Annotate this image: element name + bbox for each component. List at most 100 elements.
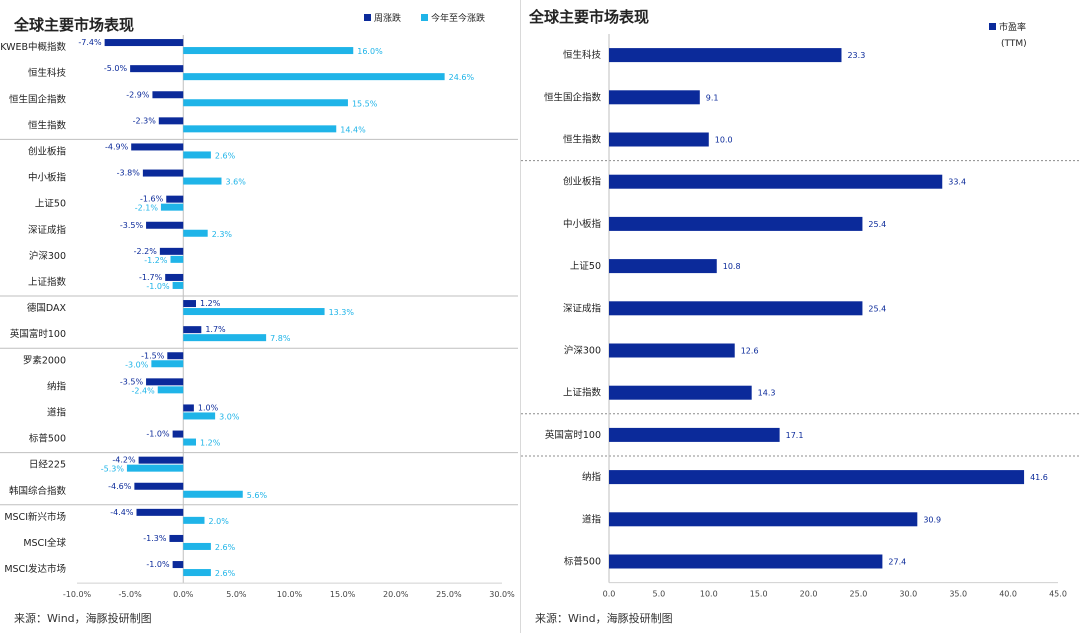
data-label-weekly: -3.5% [120, 221, 144, 230]
bar-weekly [146, 221, 184, 229]
bar-ytd [157, 386, 184, 394]
bar-weekly [167, 352, 184, 360]
bar-ytd [183, 308, 325, 316]
x-tick-label: 0.0% [173, 590, 194, 599]
data-label-ytd: -1.2% [144, 256, 168, 265]
source-note: 来源：Wind，海豚投研制图 [14, 611, 152, 625]
data-label-pe: 30.9 [923, 515, 941, 524]
legend-swatch-pe [989, 23, 996, 30]
bar-weekly [183, 326, 202, 334]
data-label-ytd: 24.6% [449, 73, 475, 82]
bar-ytd [160, 203, 184, 211]
x-tick-label: 15.0% [330, 590, 356, 599]
data-label-ytd: -5.3% [101, 465, 125, 474]
data-label-ytd: 7.8% [270, 334, 291, 343]
bar-weekly [165, 273, 184, 281]
data-label-weekly: -2.2% [134, 247, 158, 256]
bar-pe [609, 343, 735, 358]
bar-pe [609, 259, 717, 274]
category-label: MSCI新兴市场 [4, 511, 66, 523]
data-label-ytd: -2.4% [132, 386, 156, 395]
bar-weekly [136, 508, 184, 516]
chart-title: 全球主要市场表现 [528, 8, 649, 26]
x-tick-label: 25.0 [850, 590, 868, 599]
category-label: 恒生科技 [563, 49, 602, 61]
category-label: 创业板指 [563, 176, 602, 188]
x-tick-label: 35.0 [949, 590, 967, 599]
data-label-ytd: 3.6% [226, 178, 247, 187]
category-label: 上证50 [570, 261, 601, 272]
category-label: KWEB中概指数 [0, 41, 66, 53]
data-label-ytd: -3.0% [125, 360, 149, 369]
data-label-pe: 10.0 [715, 136, 733, 145]
category-label: 日经225 [29, 459, 66, 471]
bar-pe [609, 90, 700, 105]
category-label: 韩国综合指数 [9, 485, 67, 497]
legend-label-pe: 市盈率 [999, 21, 1026, 33]
category-label: 恒生科技 [28, 67, 67, 79]
bar-weekly [166, 195, 184, 203]
bar-ytd [183, 47, 354, 55]
data-label-weekly: 1.2% [200, 299, 221, 308]
pe-ratio-panel: 全球主要市场表现 市盈率 (TTM) 恒生科技 23.3 恒生国企指数 9.1 恒生指数 10.… [520, 0, 1080, 633]
bar-weekly [104, 39, 184, 47]
x-tick-label: 10.0 [700, 590, 718, 599]
data-label-ytd: 2.6% [215, 151, 236, 160]
bar-weekly [169, 534, 184, 542]
data-label-weekly: -1.3% [143, 534, 167, 543]
bar-pe [609, 301, 863, 316]
data-label-weekly: -1.5% [141, 351, 165, 360]
x-tick-label: 15.0 [750, 590, 768, 599]
bar-weekly [183, 300, 196, 308]
data-label-weekly: -4.9% [105, 142, 129, 151]
bar-pe [609, 554, 883, 569]
data-label-pe: 25.4 [868, 220, 886, 229]
bar-weekly [172, 430, 184, 438]
bar-ytd [183, 438, 196, 446]
data-label-weekly: -2.9% [126, 90, 150, 99]
x-tick-label: 20.0 [800, 590, 818, 599]
bar-weekly [142, 169, 184, 177]
performance-chart: 全球主要市场表现 周涨跌 今年至今涨跌 KWEB中概指数 -7.4% 16.0% 恒生科技 -… [0, 12, 518, 625]
bar-ytd [151, 360, 184, 368]
data-label-weekly: -4.6% [108, 482, 132, 491]
category-label: 中小板指 [563, 218, 602, 230]
x-tick-label: 5.0 [653, 590, 666, 599]
data-label-ytd: 2.0% [209, 517, 230, 526]
x-tick-label: -10.0% [63, 590, 92, 599]
category-label: 标普500 [29, 433, 66, 445]
bar-ytd [183, 99, 348, 107]
category-label: 深证成指 [563, 302, 602, 314]
x-tick-label: 20.0% [383, 590, 409, 599]
bar-weekly [134, 482, 184, 490]
bar-weekly [138, 456, 184, 464]
category-label: 沪深300 [564, 345, 601, 357]
category-label: 上证指数 [28, 276, 67, 288]
data-label-pe: 27.4 [888, 558, 906, 567]
x-tick-label: 40.0 [999, 590, 1017, 599]
data-label-pe: 33.4 [948, 178, 966, 187]
category-label: 创业板指 [28, 145, 67, 157]
x-tick-label: 45.0 [1049, 590, 1067, 599]
x-tick-label: 25.0% [436, 590, 462, 599]
source-note: 来源：Wind，海豚投研制图 [535, 611, 673, 625]
legend-label-weekly: 周涨跌 [374, 13, 401, 24]
data-label-weekly: -1.0% [146, 430, 170, 439]
data-label-ytd: 16.0% [357, 47, 383, 56]
data-label-weekly: -3.5% [120, 377, 144, 386]
data-label-ytd: 13.3% [329, 308, 355, 317]
bar-ytd [126, 464, 184, 472]
bar-ytd [183, 334, 267, 342]
bar-ytd [183, 177, 222, 185]
bar-ytd [183, 490, 243, 498]
chart-title: 全球主要市场表现 [13, 16, 134, 34]
bar-weekly [183, 404, 194, 412]
bar-weekly [158, 117, 184, 125]
category-label: 英国富时100 [10, 328, 66, 340]
data-label-ytd: 14.4% [340, 125, 366, 134]
bar-weekly [130, 65, 184, 73]
bar-ytd [183, 125, 337, 133]
category-label: 道指 [582, 513, 602, 525]
x-tick-label: 10.0% [277, 590, 303, 599]
bar-pe [609, 512, 918, 527]
